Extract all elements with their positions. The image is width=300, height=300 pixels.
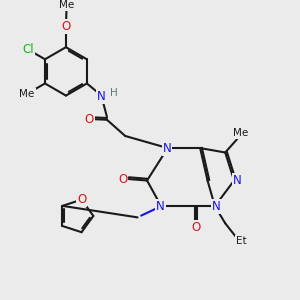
Text: O: O	[61, 20, 70, 33]
Text: N: N	[156, 200, 165, 213]
Text: N: N	[233, 174, 242, 187]
Text: Me: Me	[20, 89, 35, 99]
Text: O: O	[118, 172, 128, 185]
Text: Cl: Cl	[22, 43, 34, 56]
Text: Me: Me	[233, 128, 248, 138]
Text: Et: Et	[236, 236, 246, 246]
Text: Me: Me	[59, 0, 74, 10]
Text: N: N	[97, 90, 106, 103]
Text: N: N	[163, 142, 172, 154]
Text: H: H	[110, 88, 118, 98]
Text: O: O	[191, 221, 200, 234]
Text: O: O	[77, 193, 86, 206]
Text: O: O	[85, 113, 94, 126]
Text: N: N	[212, 200, 221, 213]
